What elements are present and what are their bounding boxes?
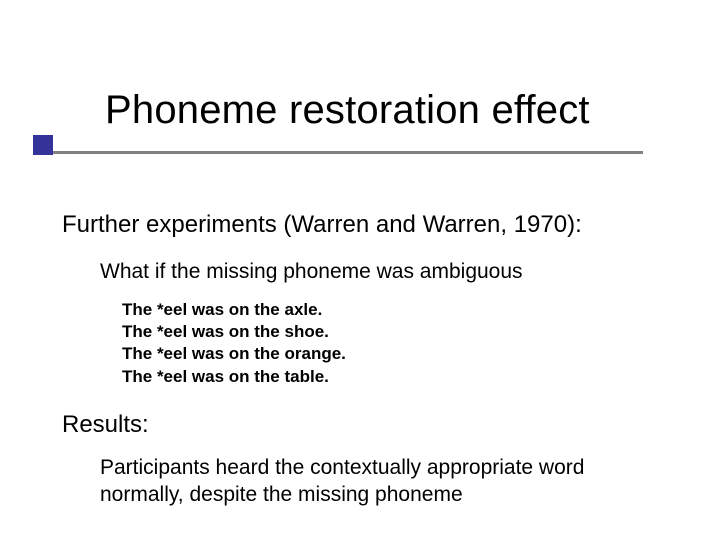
slide-body: Further experiments (Warren and Warren, …: [62, 210, 662, 508]
title-accent-square: [33, 135, 53, 155]
example-line: The *eel was on the shoe.: [122, 321, 662, 343]
results-heading: Results:: [62, 410, 662, 440]
example-list: The *eel was on the axle. The *eel was o…: [122, 299, 662, 387]
example-line: The *eel was on the orange.: [122, 343, 662, 365]
section-subtext: What if the missing phoneme was ambiguou…: [100, 258, 662, 285]
title-underline: [33, 151, 643, 154]
section-heading: Further experiments (Warren and Warren, …: [62, 210, 662, 240]
example-line: The *eel was on the axle.: [122, 299, 662, 321]
slide-title: Phoneme restoration effect: [105, 88, 590, 133]
slide: Phoneme restoration effect Further exper…: [0, 0, 720, 540]
example-line: The *eel was on the table.: [122, 366, 662, 388]
results-text: Participants heard the contextually appr…: [100, 454, 660, 509]
title-block: Phoneme restoration effect: [105, 88, 590, 133]
